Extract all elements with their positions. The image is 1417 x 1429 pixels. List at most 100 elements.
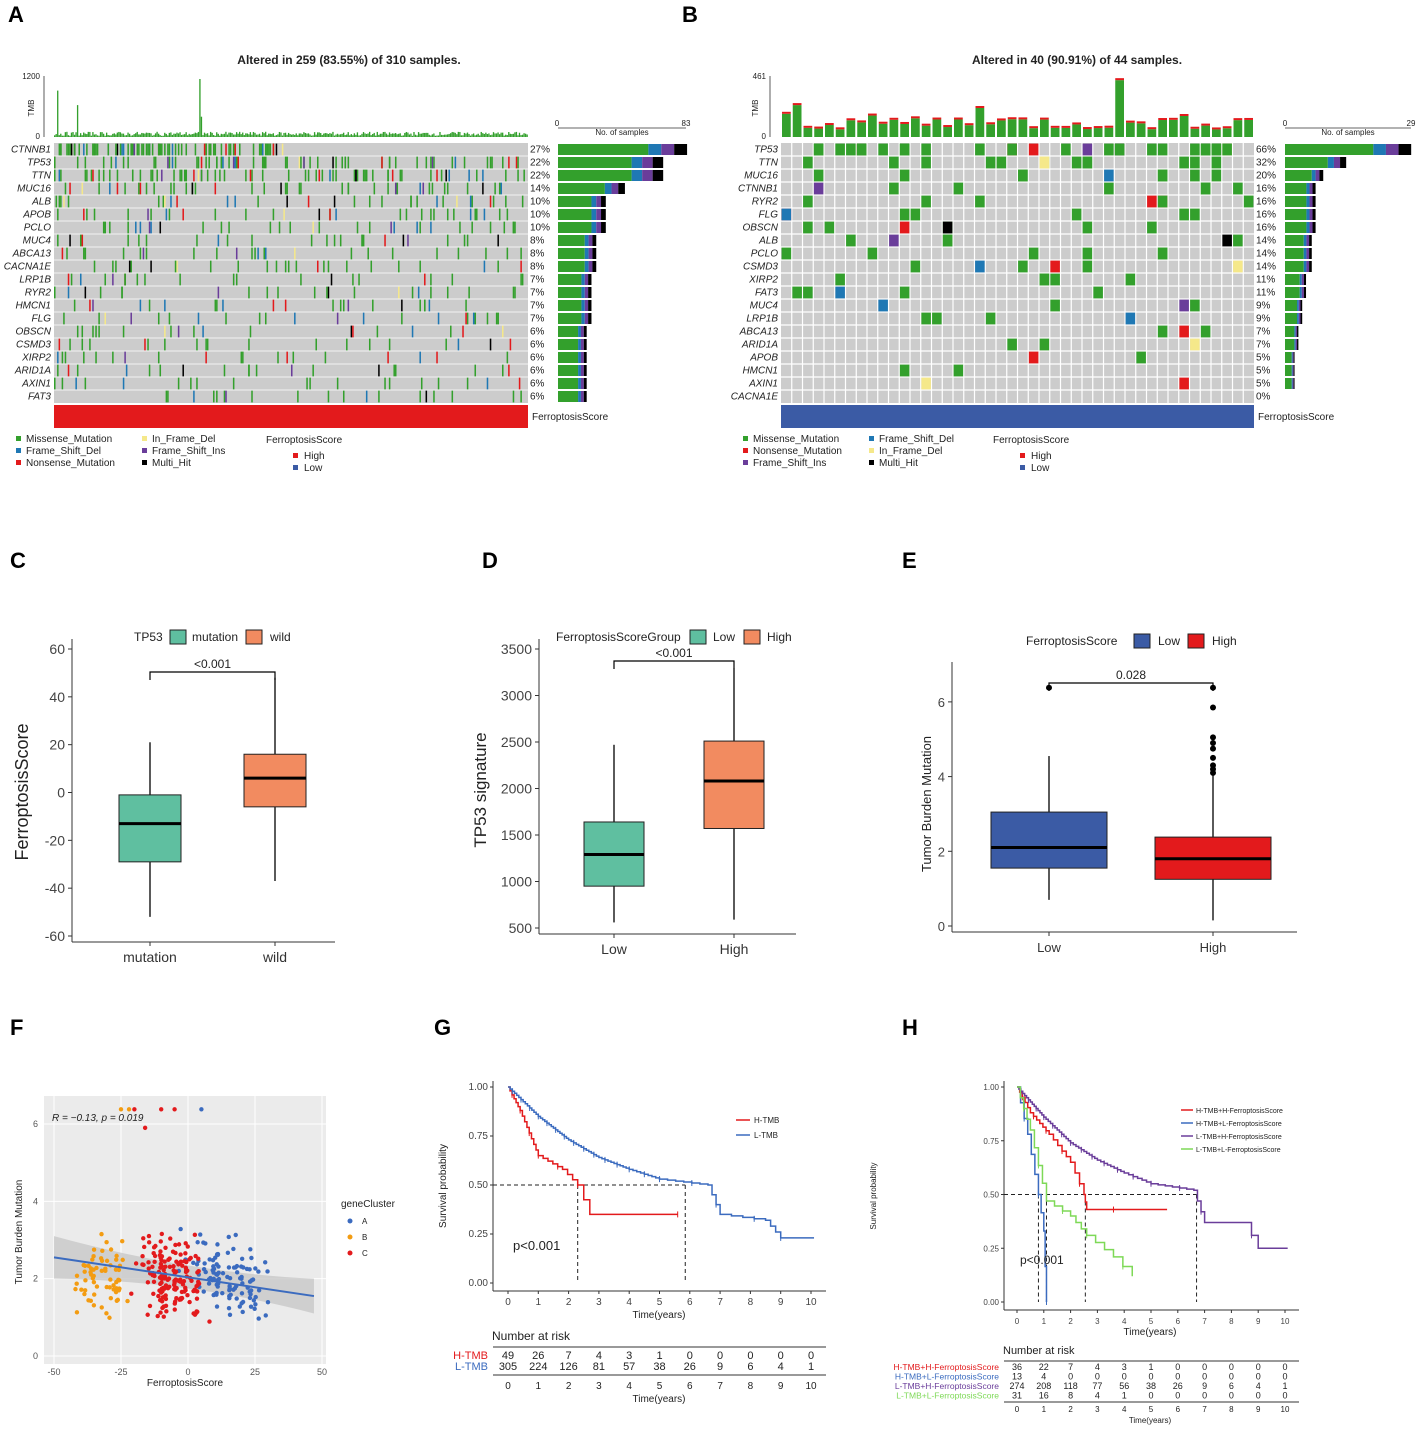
mutation-cell	[265, 312, 267, 325]
mutation-cell	[179, 169, 181, 182]
tmb-bar	[456, 134, 458, 137]
count-bar-segment	[591, 209, 597, 220]
tmb-bar	[128, 133, 131, 137]
gene-label-ctnnb1: CTNNB1	[11, 144, 51, 155]
y-tick-label: 0	[57, 785, 65, 801]
x-tick-label: 9	[1256, 1317, 1261, 1326]
tmb-bar	[177, 133, 180, 137]
mutation-cell	[61, 377, 64, 390]
scatter-point-b	[116, 1267, 122, 1273]
mutation-cell	[183, 169, 186, 182]
scatter-point-a	[237, 1304, 242, 1309]
mutation-cell	[269, 143, 272, 156]
risk-time-label: 4	[626, 1381, 632, 1392]
mutation-cell	[391, 247, 394, 260]
km-h-legend: H-TMB+H-FerroptosisScoreH-TMB+L-Ferropto…	[1181, 1108, 1283, 1154]
tmb-bar	[943, 127, 952, 137]
tmb-bar	[517, 135, 519, 137]
mutation-cell	[232, 143, 235, 156]
scatter-point-c	[163, 1264, 168, 1269]
mutation-cell	[98, 169, 100, 182]
risk-time-label: 10	[805, 1381, 817, 1392]
scatter-point-c	[161, 1314, 166, 1319]
mutation-cell	[168, 143, 171, 156]
km-curve-ll	[1017, 1086, 1133, 1277]
mutation-cell	[1211, 156, 1222, 169]
count-bar-segment	[1398, 144, 1412, 155]
mutation-cell	[502, 325, 504, 338]
gene-label-hmcn1: HMCN1	[742, 365, 778, 376]
scatter-point-c	[174, 1259, 179, 1264]
scatter-point-c	[183, 1268, 189, 1273]
tmb-bar-cap	[1244, 117, 1253, 120]
tmb-bar	[222, 134, 224, 137]
mutation-cell	[228, 221, 230, 234]
tmb-bar	[69, 135, 71, 137]
mutation-cell	[411, 325, 414, 338]
oncoplot-b-count-max: 29	[1407, 119, 1416, 128]
mutation-cell	[205, 143, 207, 156]
mutation-cell	[228, 156, 230, 169]
risk-count: 0	[717, 1350, 723, 1362]
gene-pct-muc16: 14%	[530, 183, 550, 194]
tmb-bar	[144, 133, 146, 137]
scatter-point-b	[114, 1253, 119, 1259]
scatter-point-b	[103, 1268, 108, 1273]
gene-pct-hmcn1: 5%	[1256, 365, 1271, 376]
mutation-cell	[193, 169, 195, 182]
mutation-cell	[953, 182, 964, 195]
count-bar-segment	[580, 365, 584, 376]
tmb-bar	[338, 134, 340, 137]
boxplot-c-legend-mutation: mutation	[192, 630, 238, 644]
boxplot-d-legend-high-swatch	[743, 629, 761, 645]
x-tick-label: -50	[47, 1367, 60, 1377]
mutation-cell	[361, 234, 363, 247]
risk-count: 1	[1122, 1391, 1127, 1401]
mutation-cell	[889, 234, 899, 247]
gene-label-cacna1e: CACNA1E	[731, 391, 779, 402]
tmb-bar	[246, 133, 248, 137]
mutation-cell	[318, 208, 321, 221]
mutation-cell	[147, 143, 149, 156]
mutation-cell	[486, 312, 489, 325]
mutation-cell	[474, 312, 477, 325]
legend-label: Missense_Mutation	[26, 434, 112, 445]
mutation-cell	[297, 390, 299, 403]
mutation-cell	[165, 390, 168, 403]
tmb-bar-cap	[857, 120, 866, 123]
mutation-cell	[781, 208, 792, 221]
tmb-bar	[428, 134, 430, 137]
risk-count: 8	[1068, 1391, 1073, 1401]
tmb-bar	[356, 132, 359, 137]
panel-label-h: H	[902, 1015, 918, 1040]
scatter-point-c	[183, 1241, 188, 1246]
tmb-bar	[514, 132, 516, 137]
tmb-bar	[1072, 124, 1081, 137]
mutation-cell	[235, 273, 238, 286]
mutation-cell	[124, 273, 126, 286]
tmb-bar	[86, 134, 88, 137]
tmb-bar	[803, 127, 813, 137]
tmb-bar	[407, 132, 409, 137]
count-bar-segment	[558, 287, 582, 298]
scatter-point-c	[171, 1264, 176, 1269]
mutation-cell	[307, 169, 310, 182]
tmb-bar	[921, 125, 931, 137]
tmb-bar	[1222, 128, 1232, 137]
mutation-cell	[352, 273, 354, 286]
risk-time-label: 2	[566, 1381, 572, 1392]
tmb-bar-cap	[1018, 117, 1028, 120]
gene-label-ctnnb1: CTNNB1	[738, 183, 778, 194]
count-bar-segment	[1285, 274, 1300, 285]
mutation-cell	[200, 169, 203, 182]
mutation-cell	[245, 208, 247, 221]
risk-count: 4	[1095, 1391, 1100, 1401]
count-bar-segment	[1285, 300, 1298, 311]
mutation-cell	[315, 338, 317, 351]
mutation-cell	[781, 247, 792, 260]
risk-count: 16	[1039, 1391, 1049, 1401]
legend-label: L-TMB+H-FerroptosisScore	[1196, 1134, 1282, 1141]
count-bar-segment	[1306, 209, 1310, 220]
count-bar-segment	[1327, 157, 1334, 168]
